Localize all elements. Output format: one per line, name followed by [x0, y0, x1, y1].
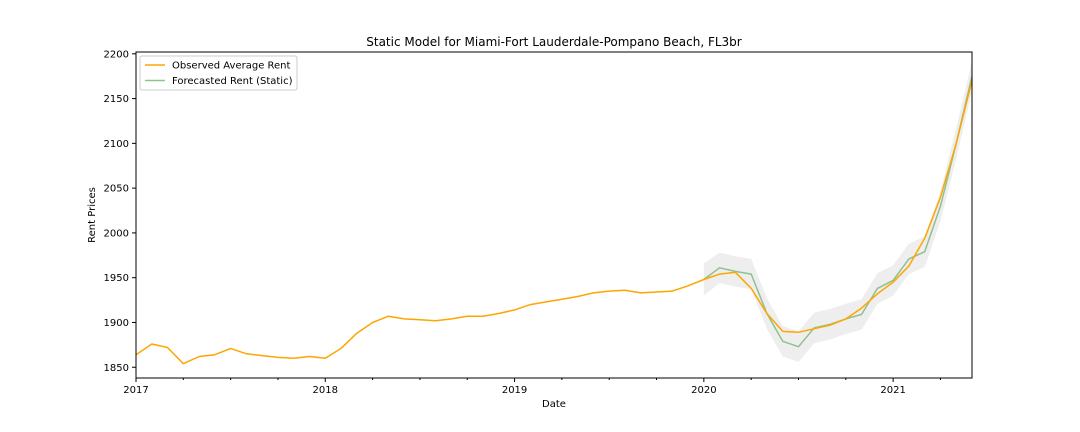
y-tick-label: 1850 [104, 363, 129, 374]
y-tick-label: 1900 [104, 318, 129, 329]
y-tick-label: 2000 [104, 228, 129, 239]
y-tick-label: 1950 [104, 273, 129, 284]
x-tick-label: 2017 [123, 385, 148, 396]
y-axis-label: Rent Prices [87, 187, 98, 243]
x-axis-ticks: 2017 2018 2019 2020 2021 [123, 378, 941, 396]
chart-title: Static Model for Miami-Fort Lauderdale-P… [366, 35, 742, 49]
y-tick-label: 2150 [104, 94, 129, 105]
x-tick-label: 2021 [880, 385, 905, 396]
x-axis-label: Date [542, 399, 566, 410]
legend-label: Forecasted Rent (Static) [172, 76, 293, 87]
series-line-0 [135, 80, 973, 365]
x-tick-label: 2020 [691, 385, 716, 396]
series-layer [135, 76, 973, 365]
x-tick-label: 2019 [502, 385, 527, 396]
legend-label: Observed Average Rent [172, 61, 291, 72]
legend: Observed Average Rent Forecasted Rent (St… [139, 55, 298, 91]
x-tick-label: 2018 [313, 385, 338, 396]
y-tick-label: 2050 [104, 184, 129, 195]
y-axis-ticks: 1850 1900 1950 2000 2050 2100 2150 2200 [104, 49, 136, 374]
y-tick-label: 2100 [104, 139, 129, 150]
y-tick-label: 2200 [104, 49, 129, 60]
legend-box [139, 55, 298, 91]
plot-frame [135, 51, 973, 379]
